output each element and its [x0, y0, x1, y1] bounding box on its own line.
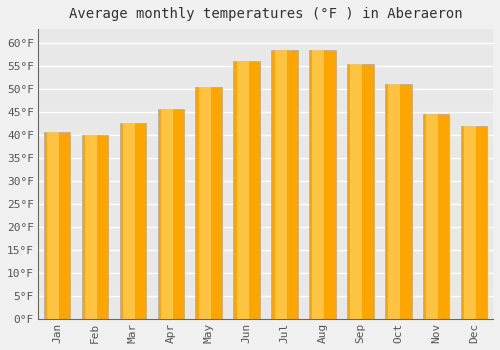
Bar [158, 110, 184, 318]
Bar [388, 84, 400, 318]
Bar [312, 50, 324, 318]
Bar [461, 126, 487, 318]
Bar [199, 86, 210, 318]
Bar [44, 133, 70, 318]
Bar [350, 64, 362, 318]
Bar [85, 135, 97, 318]
Bar [161, 110, 173, 318]
Bar [464, 126, 476, 318]
Bar [82, 135, 108, 318]
Bar [347, 64, 374, 318]
Bar [196, 86, 222, 318]
Bar [274, 50, 286, 318]
Bar [385, 84, 411, 318]
Bar [309, 50, 336, 318]
Bar [120, 123, 146, 318]
Bar [272, 50, 298, 318]
Bar [423, 114, 450, 319]
Bar [123, 123, 135, 318]
Bar [47, 133, 59, 318]
Bar [234, 61, 260, 319]
Bar [426, 114, 438, 319]
Bar [236, 61, 248, 319]
Title: Average monthly temperatures (°F ) in Aberaeron: Average monthly temperatures (°F ) in Ab… [69, 7, 462, 21]
